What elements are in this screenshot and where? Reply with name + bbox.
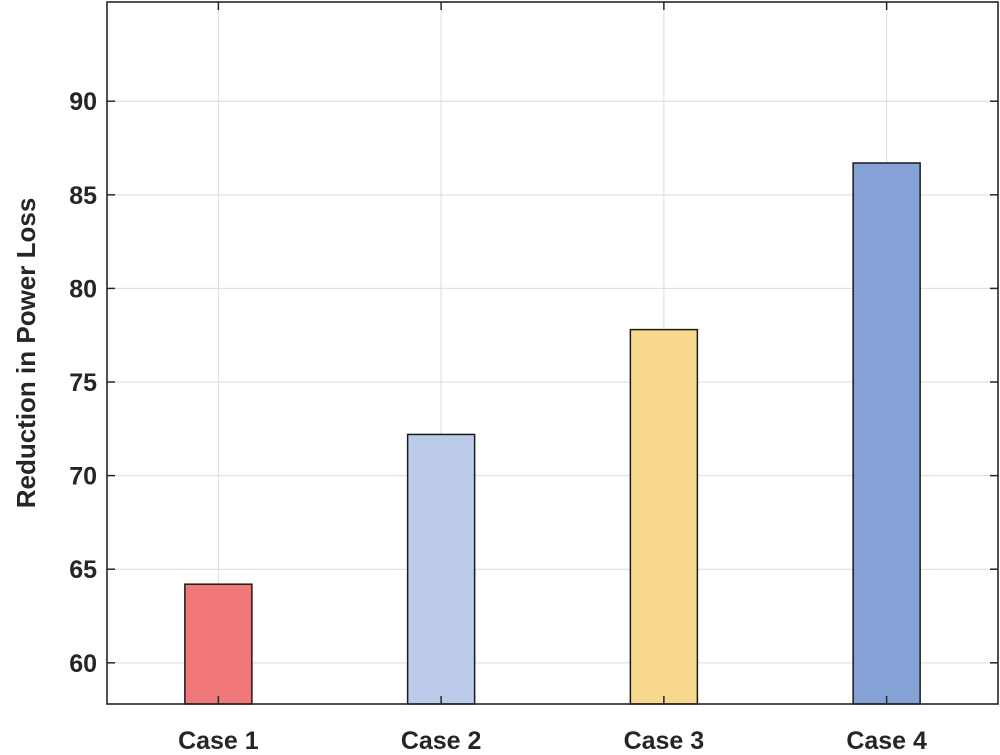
x-tick-labels: Case 1 Case 2 Case 3 Case 4 — [178, 2, 927, 755]
y-tick-label: 70 — [69, 463, 97, 491]
bar-case-4 — [852, 162, 921, 705]
x-tick-label: Case 2 — [401, 727, 482, 755]
y-tick-label: 80 — [69, 275, 97, 303]
y-tick-label: 60 — [69, 650, 97, 678]
y-axis-label: Reduction in Power Loss — [11, 198, 41, 509]
bar-case-3 — [629, 328, 699, 705]
axes-frame — [106, 1, 999, 705]
x-tick-label: Case 4 — [846, 727, 927, 755]
bar-case-2 — [406, 433, 476, 705]
x-tick-label: Case 1 — [178, 727, 259, 755]
y-tick-label: 90 — [69, 88, 97, 116]
y-tick-label: 75 — [69, 369, 97, 397]
x-tick-label: Case 3 — [624, 727, 705, 755]
y-tick-label: 85 — [69, 182, 97, 210]
y-tick-labels: 60 65 70 75 80 85 90 — [69, 88, 998, 678]
y-tick-label: 65 — [69, 556, 97, 584]
bar-case-1 — [184, 583, 253, 705]
bars-layer — [184, 162, 921, 705]
